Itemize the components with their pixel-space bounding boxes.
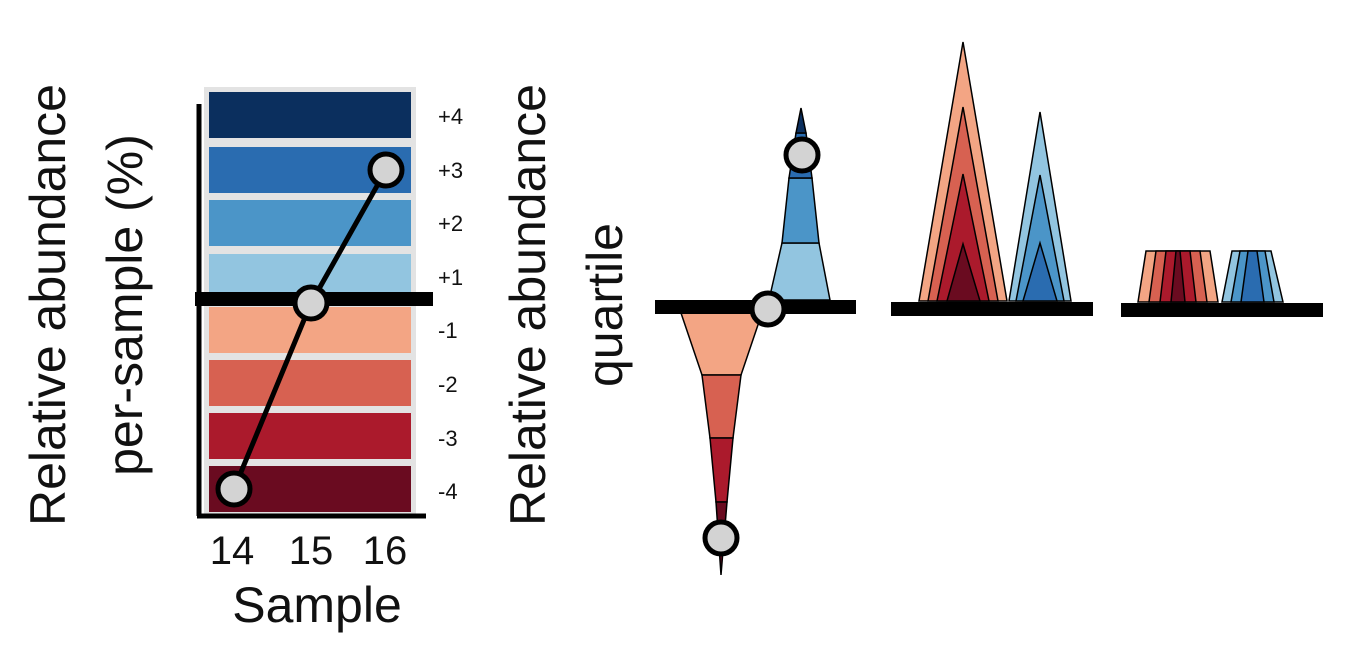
band-5 (209, 360, 411, 406)
gradient-shape-1 (655, 107, 856, 576)
shape3-blue-trap-3 (1240, 250, 1265, 303)
gradient-shape-2 (891, 41, 1093, 316)
band-0 (209, 92, 411, 138)
band-label-3: +1 (438, 265, 463, 290)
shape3-red-trap-4 (1170, 250, 1186, 303)
shape2-blue-triangle-3 (1021, 240, 1059, 302)
band-2 (209, 200, 411, 246)
shape1-red-band-2 (701, 374, 742, 439)
right-ylabel-line1: Relative abundance (500, 84, 556, 526)
gradient-shape-3 (1121, 250, 1323, 317)
sample-marker-15 (292, 284, 330, 322)
shape1-marker-low (702, 519, 740, 557)
left-ylabel: Relative abundance (20, 84, 76, 526)
left-panel: Relative abundance per-sample (%) +4 +3 +2… (20, 84, 463, 633)
right-panel: Relative abundance quartile (500, 41, 1323, 576)
shape1-blue-band-4 (795, 107, 807, 134)
band-label-6: -3 (438, 426, 458, 451)
band-label-2: +2 (438, 211, 463, 236)
shape1-marker-zero (749, 290, 787, 328)
x-tick-16: 16 (363, 529, 408, 573)
left-xlabel: Sample (232, 577, 402, 633)
band-label-0: +4 (438, 104, 463, 129)
left-ylabel-2: per-sample (%) (97, 134, 153, 476)
shape1-red-band-1 (679, 312, 764, 376)
sample-marker-14 (215, 470, 253, 508)
band-6 (209, 413, 411, 459)
right-ylabel-line2: quartile (577, 223, 633, 387)
sample-marker-16 (367, 151, 405, 189)
shape2-red-triangle-4 (946, 241, 982, 302)
band-label-7: -4 (438, 479, 458, 504)
left-ylabel-line1: Relative abundance (20, 84, 76, 526)
band-label-5: -2 (438, 372, 458, 397)
shape1-marker-high (783, 136, 821, 174)
band-label-4: -1 (438, 318, 458, 343)
sample-markers (215, 151, 405, 508)
right-ylabel: Relative abundance (500, 84, 556, 526)
x-tick-14: 14 (210, 529, 255, 573)
shape1-blue-band-2 (781, 177, 820, 244)
band-label-1: +3 (438, 158, 463, 183)
left-ylabel-line2: per-sample (%) (97, 134, 153, 476)
right-ylabel-2: quartile (577, 223, 633, 387)
band-labels: +4 +3 +2 +1 -1 -2 -3 -4 (438, 104, 463, 504)
x-tick-15: 15 (289, 529, 334, 573)
shape1-red-band-3 (709, 437, 734, 503)
shape1-blue-band-1 (768, 242, 831, 301)
